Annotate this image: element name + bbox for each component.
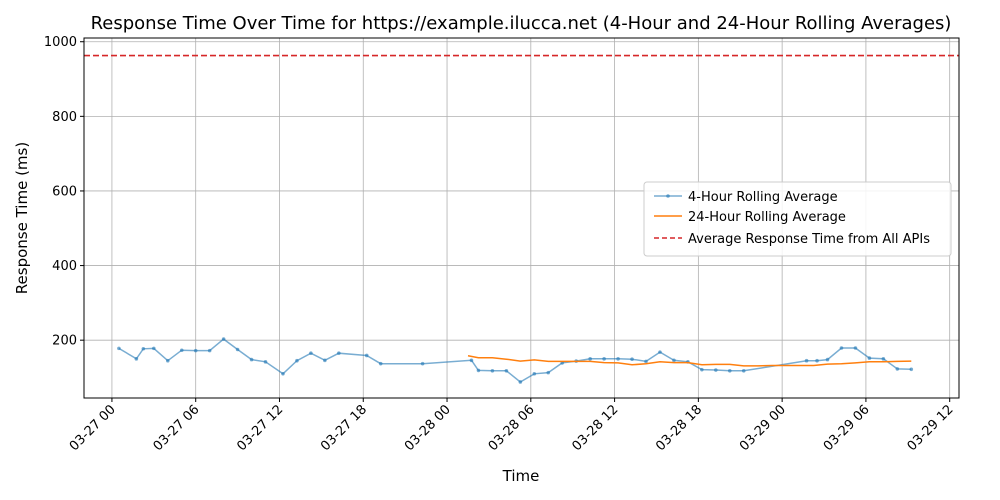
data-point-4h (235, 347, 240, 352)
data-point-4h (490, 368, 495, 373)
x-tick-label: 03-28 12 (569, 402, 621, 454)
data-point-4h (337, 351, 341, 356)
data-point-4h (263, 360, 268, 364)
x-tick-label: 03-27 00 (67, 402, 119, 454)
y-axis: 200 400 600 800 1000 (44, 35, 84, 349)
y-axis-label: Response Time (ms) (13, 142, 31, 294)
data-point-4h (881, 357, 886, 361)
x-axis-label: Time (502, 467, 540, 485)
y-tick-label: 800 (52, 110, 77, 125)
data-point-4h (476, 368, 481, 373)
data-point-4h (141, 346, 146, 351)
data-point-4h (378, 361, 383, 366)
data-point-4h (309, 351, 313, 356)
x-tick-label: 03-27 18 (318, 402, 370, 454)
y-tick-label: 200 (52, 334, 77, 349)
legend-label-avg: Average Response Time from All APIs (688, 232, 930, 247)
data-point-4h (658, 350, 662, 354)
data-point-4h (867, 356, 872, 360)
x-tick-label: 03-29 06 (821, 402, 873, 454)
legend-label-4h: 4-Hour Rolling Average (688, 190, 838, 205)
x-tick-label: 03-29 00 (737, 402, 789, 454)
data-point-4h (221, 337, 226, 341)
data-point-4h (117, 346, 121, 351)
data-point-4h (420, 361, 425, 366)
data-point-4h (895, 367, 900, 371)
data-point-4h (546, 370, 551, 375)
data-point-4h (249, 357, 254, 362)
x-tick-label: 03-28 00 (402, 402, 454, 454)
data-point-4h (839, 346, 844, 350)
data-point-4h (518, 380, 523, 384)
x-axis: 03-27 00 03-27 06 03-27 12 03-27 18 03-28 00… (67, 398, 957, 454)
series-line-4h (118, 338, 912, 383)
series-layer (84, 54, 959, 384)
legend: 4-Hour Rolling Average 24-Hour Rolling A… (643, 181, 952, 257)
data-point-4h (152, 346, 156, 351)
x-tick-label: 03-29 12 (905, 402, 957, 454)
data-point-4h (672, 358, 676, 363)
data-point-4h (644, 359, 648, 364)
data-point-4h (714, 368, 718, 372)
legend-label-24h: 24-Hour Rolling Average (688, 210, 846, 225)
data-point-4h (588, 357, 592, 361)
x-tick-label: 03-27 06 (151, 402, 203, 454)
x-tick-label: 03-27 12 (234, 402, 286, 454)
data-point-4h (741, 368, 746, 373)
data-point-4h (616, 357, 620, 361)
data-point-4h (532, 371, 537, 376)
data-point-4h (630, 357, 634, 362)
data-point-4h (825, 357, 830, 362)
data-point-4h (815, 358, 819, 363)
data-point-4h (323, 358, 327, 363)
data-point-4h (364, 353, 369, 358)
x-tick-label: 03-28 06 (486, 402, 538, 454)
legend-box (643, 181, 952, 257)
y-tick-label: 400 (52, 259, 77, 274)
data-point-4h (700, 367, 704, 372)
data-point-4h (295, 358, 299, 363)
data-point-4h (504, 368, 509, 373)
x-tick-label: 03-28 18 (653, 402, 705, 454)
data-point-4h (804, 358, 809, 363)
legend-marker-4h (666, 194, 670, 198)
data-point-4h (469, 358, 474, 363)
data-point-4h (727, 368, 732, 373)
data-point-4h (193, 348, 198, 353)
data-point-4h (134, 357, 139, 361)
data-point-4h (179, 348, 184, 353)
data-point-4h (281, 371, 285, 376)
data-point-4h (853, 346, 858, 350)
series-line-24h (467, 355, 912, 367)
data-point-4h (207, 348, 212, 353)
data-point-4h (909, 367, 914, 372)
y-tick-label: 1000 (44, 35, 77, 50)
data-point-4h (602, 357, 606, 361)
data-point-4h (165, 358, 170, 363)
y-tick-label: 600 (52, 184, 77, 199)
chart-title: Response Time Over Time for https://exam… (91, 13, 952, 34)
plot-frame (83, 37, 960, 399)
